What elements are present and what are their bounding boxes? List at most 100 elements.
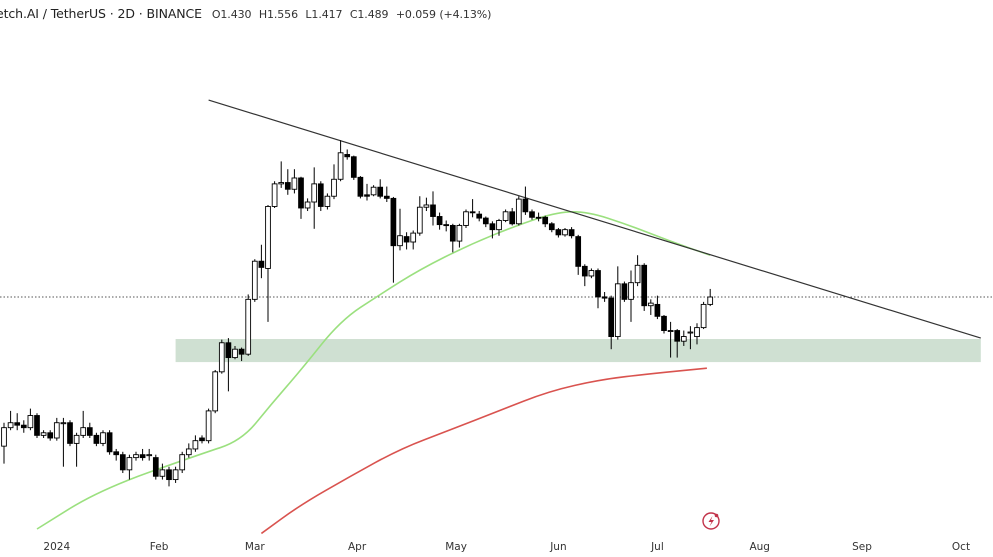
candle (581, 264, 588, 287)
moving-average-slow (260, 367, 707, 535)
candle (278, 161, 285, 188)
candle-body-down (509, 211, 516, 225)
candle (20, 420, 27, 433)
candle-body-up (265, 206, 271, 269)
candle (674, 329, 681, 358)
candle (357, 176, 364, 199)
candle (416, 196, 423, 236)
time-axis: 2024 Feb Mar Apr May Jun Jul Aug Sep Oct (43, 541, 970, 553)
candle (291, 169, 298, 194)
candle (159, 463, 166, 480)
candle (443, 220, 450, 232)
candle-body-up (667, 330, 674, 332)
time-tick-label: Oct (952, 541, 970, 553)
candle (139, 448, 146, 461)
candle-body-up (370, 186, 377, 196)
candle (271, 181, 278, 208)
trendline-layer[interactable] (208, 99, 981, 339)
candle-body-up (311, 183, 318, 203)
candle (344, 149, 351, 160)
candle-body-up (700, 303, 707, 329)
candle (482, 216, 489, 228)
candle (364, 183, 370, 201)
candle-body-up (212, 371, 219, 412)
candle (383, 186, 390, 203)
moving-averages (36, 210, 711, 535)
candle-body-up (1, 427, 7, 447)
candle-body-down (258, 260, 265, 268)
candle-body-down (542, 216, 549, 225)
candle (304, 198, 311, 212)
candle (317, 181, 324, 212)
candle (410, 230, 417, 250)
candle (100, 430, 106, 447)
candle-body-down (106, 432, 113, 453)
candle (529, 209, 535, 220)
symbol-title[interactable]: etch.AI / TetherUS · 2D · BINANCE (0, 6, 202, 21)
candle (86, 422, 93, 439)
candle (641, 263, 648, 311)
candle-body-up (7, 422, 14, 429)
candle-body-down (199, 437, 205, 442)
candle-body-down (390, 197, 397, 247)
candle (463, 209, 469, 228)
candle (707, 288, 714, 307)
candle-body-down (119, 454, 126, 471)
candle-body-up (397, 235, 403, 247)
candle-body-up (337, 152, 344, 180)
candle-body-up (331, 178, 337, 197)
close-value: C1.489 (349, 8, 389, 21)
candle-body-up (60, 422, 67, 425)
candle-body-up (463, 211, 469, 226)
candle-body-up (496, 220, 502, 231)
candle (245, 294, 252, 356)
candle (106, 430, 113, 455)
candle-body-down (608, 297, 615, 338)
candle-body-up (100, 432, 106, 444)
candles (1, 140, 714, 487)
candle (608, 295, 615, 350)
candle-body-down (476, 213, 483, 219)
candle (595, 268, 601, 309)
candle (218, 339, 225, 374)
candle (667, 321, 674, 358)
candle-body-up (324, 195, 331, 207)
candle (430, 191, 436, 226)
candle (146, 448, 153, 461)
candle (192, 435, 199, 452)
candle-body-down (469, 211, 476, 214)
candle-body-up (192, 440, 199, 450)
symbol-legend: etch.AI / TetherUS · 2D · BINANCE O1.430… (0, 6, 495, 21)
candle-body-down (93, 434, 100, 444)
candle (7, 410, 14, 431)
open-value: O1.430 (211, 8, 252, 21)
candle (172, 466, 179, 483)
candle (489, 221, 496, 239)
candle (205, 408, 212, 444)
candle (199, 435, 205, 444)
ohlc-values: O1.430 H1.556 L1.417 C1.489 +0.059 (+4.1… (212, 8, 495, 21)
candle (588, 268, 595, 279)
candle (568, 227, 575, 239)
candle (258, 244, 265, 279)
candle-body-up (647, 302, 654, 307)
candle-body-up (291, 177, 298, 190)
candle (496, 218, 502, 236)
candle-body-down (661, 315, 667, 331)
time-tick-label: Apr (348, 541, 367, 553)
candle (469, 199, 476, 218)
candle (535, 212, 542, 222)
candle-body-up (680, 336, 687, 342)
candle-body-up (245, 298, 252, 355)
candle-body-down (436, 216, 443, 226)
candle (614, 266, 621, 340)
support-zone (175, 339, 981, 363)
candle (34, 413, 40, 439)
candle-body-down (430, 204, 436, 217)
candle (60, 417, 67, 467)
candle-body-up (410, 232, 417, 243)
lightning-bolt-icon[interactable] (702, 512, 720, 530)
candle-body-down (489, 223, 496, 231)
candle-body-down (575, 236, 582, 267)
